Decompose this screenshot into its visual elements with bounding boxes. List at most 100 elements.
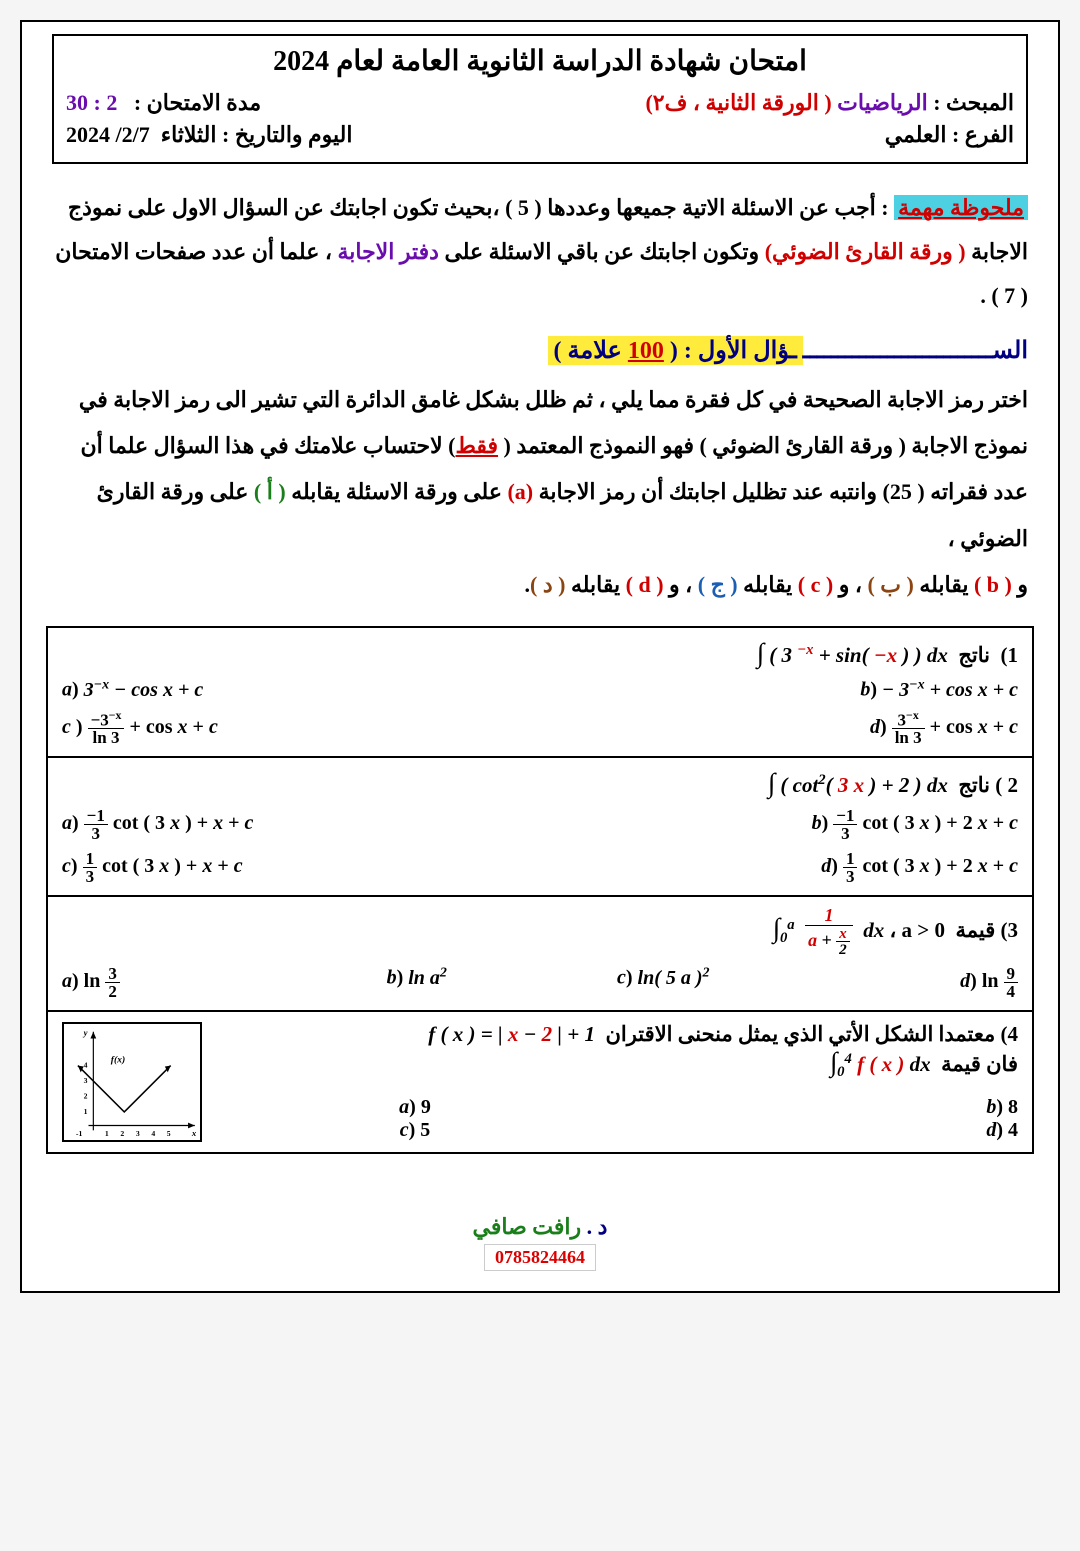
- q1-num: 1: [1008, 643, 1019, 667]
- note-block: ملحوظة مهمة : أجب عن الاسئلة الاتية جميع…: [22, 176, 1058, 318]
- question-4: x y -1 1 2 3 4 5 1 2: [47, 1011, 1033, 1153]
- question-1: 1) ناتج ∫ ( 3 −x + sin( −x ) ) dx a) 3−x…: [47, 627, 1033, 757]
- note-text-c: وتكون اجابتك عن باقي الاسئلة على: [439, 239, 765, 264]
- q2-opt-d: d) 13 cot ( 3 x ) + 2 x + c: [555, 850, 1018, 885]
- q3-opts: a) ln 32 b) ln a2 c) ln( 5 a )2 d) ln 94: [62, 965, 1018, 1000]
- footer-name-val: رافت صافي: [473, 1214, 582, 1239]
- q4-num: 4: [1008, 1022, 1019, 1046]
- svg-text:-1: -1: [76, 1130, 83, 1139]
- q1i-c-en: ( c ): [798, 572, 833, 597]
- q1-opt-b: b) − 3−x + cos x + c: [555, 677, 1018, 702]
- q1i-l2pre: و: [1012, 572, 1028, 597]
- q1i-a-ar: ( أ ): [254, 479, 286, 504]
- meta-row-2: الفرع : العلمي اليوم والتاريخ : الثلاثاء…: [66, 122, 1014, 148]
- subject-label: المبحث :: [928, 90, 1014, 115]
- subject-value: الرياضيات: [837, 90, 928, 115]
- q3-opt-b: b) ln a2: [309, 965, 526, 1000]
- footer-name-pre: د .: [581, 1214, 607, 1239]
- q1-label: ناتج: [958, 643, 990, 667]
- q1i-a-en: (a): [507, 479, 533, 504]
- q2-opt-c: c) 13 cot ( 3 x ) + x + c: [62, 850, 525, 885]
- q1-opt-c: c ) −3−xln 3 + cos x + c: [62, 710, 525, 747]
- q4-c-val: 5: [420, 1119, 430, 1141]
- svg-text:f(x): f(x): [111, 1055, 125, 1066]
- q4-opt-d: d) 4: [636, 1119, 1018, 1142]
- q2-opt-b: b) −13 cot ( 3 x ) + 2 x + c: [555, 807, 1018, 842]
- q4-b-val: 8: [1008, 1096, 1018, 1118]
- q1i-only: فقط: [456, 433, 499, 458]
- q3-opt-a: a) ln 32: [62, 965, 279, 1000]
- q1i-eq1: يقابله: [914, 572, 974, 597]
- q4-a-val: 9: [421, 1096, 431, 1118]
- header-box: امتحان شهادة الدراسة الثانوية العامة لعا…: [52, 34, 1028, 164]
- svg-text:1: 1: [105, 1130, 109, 1139]
- date-line: اليوم والتاريخ : الثلاثاء 2/7/ 2024: [66, 122, 353, 148]
- q4-stem-a: معتمدا الشكل الأتي الذي يمثل منحنى الاقت…: [605, 1022, 995, 1046]
- svg-text:3: 3: [84, 1076, 88, 1085]
- q2-opts: a) −13 cot ( 3 x ) + x + c b) −13 cot ( …: [62, 807, 1018, 842]
- svg-text:2: 2: [120, 1130, 124, 1139]
- questions-table: 1) ناتج ∫ ( 3 −x + sin( −x ) ) dx a) 3−x…: [46, 626, 1034, 1155]
- duration-line: مدة الامتحان : 2 : 30: [66, 90, 261, 116]
- q1i-b-en: ( b ): [974, 572, 1012, 597]
- meta-row-1: المبحث : الرياضيات ( الورقة الثانية ، ف٢…: [66, 90, 1014, 116]
- q3-stem: 3) قيمة a > 0 ، ∫0a 1a + x2 dx: [62, 907, 1018, 965]
- q1-instructions: اختر رمز الاجابة الصحيحة في كل فقرة مما …: [22, 369, 1058, 616]
- svg-text:2: 2: [84, 1092, 88, 1101]
- svg-text:4: 4: [151, 1130, 155, 1139]
- q1i-d-en: ( d ): [626, 572, 664, 597]
- q1-opt-a: a) 3−x − cos x + c: [62, 677, 525, 702]
- svg-text:y: y: [83, 1028, 88, 1038]
- exam-title: امتحان شهادة الدراسة الثانوية العامة لعا…: [66, 44, 1014, 78]
- q1-opt-d: d) 3−xln 3 + cos x + c: [555, 710, 1018, 747]
- q1-stem: 1) ناتج ∫ ( 3 −x + sin( −x ) ) dx: [62, 638, 1018, 677]
- branch-line: الفرع : العلمي: [885, 122, 1014, 148]
- q1i-count: 25: [890, 479, 912, 504]
- q1-opts: a) 3−x − cos x + c b) − 3−x + cos x + c: [62, 677, 1018, 702]
- q2-opt-a: a) −13 cot ( 3 x ) + x + c: [62, 807, 525, 842]
- q2-num: 2: [1008, 773, 1019, 797]
- question-2: 2 ) ناتج ∫ ( cot2( 3 x ) + 2 ) dx a) −13…: [47, 757, 1033, 896]
- exam-page: امتحان شهادة الدراسة الثانوية العامة لعا…: [20, 20, 1060, 1293]
- note-text-a: أجب عن الاسئلة الاتية جميعها وعددها (: [529, 195, 876, 220]
- q3-num: 3: [1008, 918, 1019, 942]
- q1i-p3: ) وانتبه عند تظليل اجابتك أن رمز الاجابة: [533, 479, 890, 504]
- note-text-e: ) .: [980, 283, 1004, 308]
- subject-line: المبحث : الرياضيات ( الورقة الثانية ، ف٢…: [645, 90, 1014, 116]
- svg-text:4: 4: [84, 1061, 88, 1070]
- note-colon: :: [876, 195, 894, 220]
- q3-label: قيمة: [955, 918, 995, 942]
- q1i-onsheet: على ورقة الاسئلة يقابله: [286, 479, 508, 504]
- footer-phone: 0785824464: [484, 1244, 596, 1271]
- q1-opts2: c ) −3−xln 3 + cos x + c d) 3−xln 3 + co…: [62, 710, 1018, 747]
- q1i-sep1: ، و: [833, 572, 867, 597]
- q4-opts: a) 9 b) 8: [224, 1096, 1018, 1119]
- duration-label: مدة الامتحان :: [134, 90, 261, 115]
- svg-text:5: 5: [167, 1130, 171, 1139]
- q4-graph: x y -1 1 2 3 4 5 1 2: [62, 1022, 202, 1142]
- paper-info: ( الورقة الثانية ، ف٢): [645, 90, 831, 115]
- q1i-b-ar: ( ب ): [867, 572, 913, 597]
- q3-opt-c: c) ln( 5 a )2: [555, 965, 772, 1000]
- note-count: 5: [518, 195, 529, 220]
- section-label2: علامة ): [554, 338, 628, 364]
- section-title: الســــــــــــــــــــــــــــؤال الأول…: [52, 336, 1028, 365]
- graph-svg: x y -1 1 2 3 4 5 1 2: [64, 1024, 200, 1140]
- q4-opt-a: a) 9: [224, 1096, 606, 1119]
- date-value: 2/7/ 2024: [66, 122, 150, 147]
- question-3: 3) قيمة a > 0 ، ∫0a 1a + x2 dx a) ln 32 …: [47, 896, 1033, 1011]
- q1i-d-ar: ( د ): [530, 572, 565, 597]
- q2-opts2: c) 13 cot ( 3 x ) + x + c d) 13 cot ( 3 …: [62, 850, 1018, 885]
- q4-stem: 4) معتمدا الشكل الأتي الذي يمثل منحنى ال…: [224, 1022, 1018, 1089]
- q1i-c-ar: ( ج ): [698, 572, 738, 597]
- q4-opt-c: c) 5: [224, 1119, 606, 1142]
- q4-d-val: 4: [1008, 1119, 1018, 1141]
- q4-content: 4) معتمدا الشكل الأتي الذي يمثل منحنى ال…: [224, 1022, 1018, 1141]
- footer-name: د . رافت صافي: [22, 1214, 1058, 1240]
- q4-stem-b: فان قيمة: [941, 1052, 1018, 1076]
- svg-text:3: 3: [136, 1130, 140, 1139]
- footer: د . رافت صافي 0785824464: [22, 1194, 1058, 1291]
- q1i-sep2: ، و: [664, 572, 698, 597]
- q2-stem: 2 ) ناتج ∫ ( cot2( 3 x ) + 2 ) dx: [62, 768, 1018, 807]
- q3-opt-d: d) ln 94: [802, 965, 1019, 1000]
